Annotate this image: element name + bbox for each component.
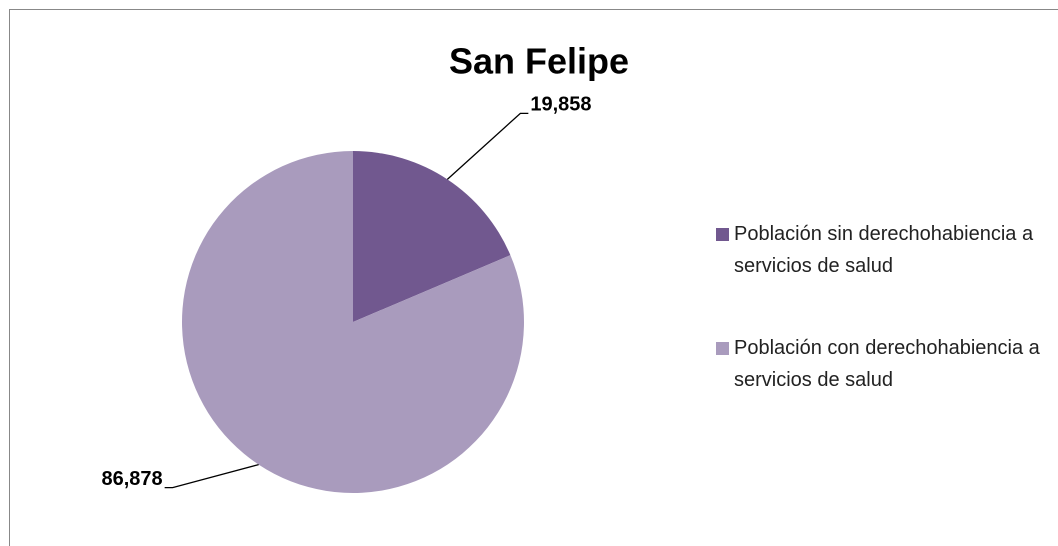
legend-swatch [716,342,729,355]
data-label: 86,878 [101,468,162,490]
legend-item: Población con derechohabiencia a servici… [716,332,1046,396]
legend-swatch [716,228,729,241]
leader-line [446,112,529,180]
legend-label: Población con derechohabiencia a servici… [734,337,1040,391]
leader-line [164,463,259,489]
chart-title: San Felipe [449,41,629,82]
legend-label: Población sin derechohabiencia a servici… [734,223,1034,277]
pie-slice [353,151,511,322]
chart-border [9,9,1058,546]
data-label: 19,858 [530,94,591,116]
pie-slice [182,151,524,493]
legend-item: Población sin derechohabiencia a servici… [716,218,1046,282]
